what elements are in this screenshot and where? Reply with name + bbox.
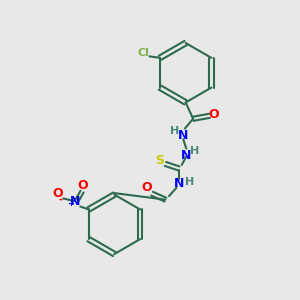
Text: Cl: Cl [138,48,149,59]
Text: H: H [170,126,179,136]
Text: N: N [181,148,191,162]
Text: H: H [184,177,194,187]
Text: O: O [52,187,63,200]
Text: O: O [141,181,152,194]
Text: O: O [208,108,219,121]
Text: H: H [190,146,199,157]
Text: N: N [70,195,80,208]
Text: -: - [59,195,63,205]
Text: N: N [174,177,184,190]
Text: +: + [67,199,74,208]
Text: S: S [155,154,164,166]
Text: O: O [77,178,88,192]
Text: N: N [178,129,188,142]
